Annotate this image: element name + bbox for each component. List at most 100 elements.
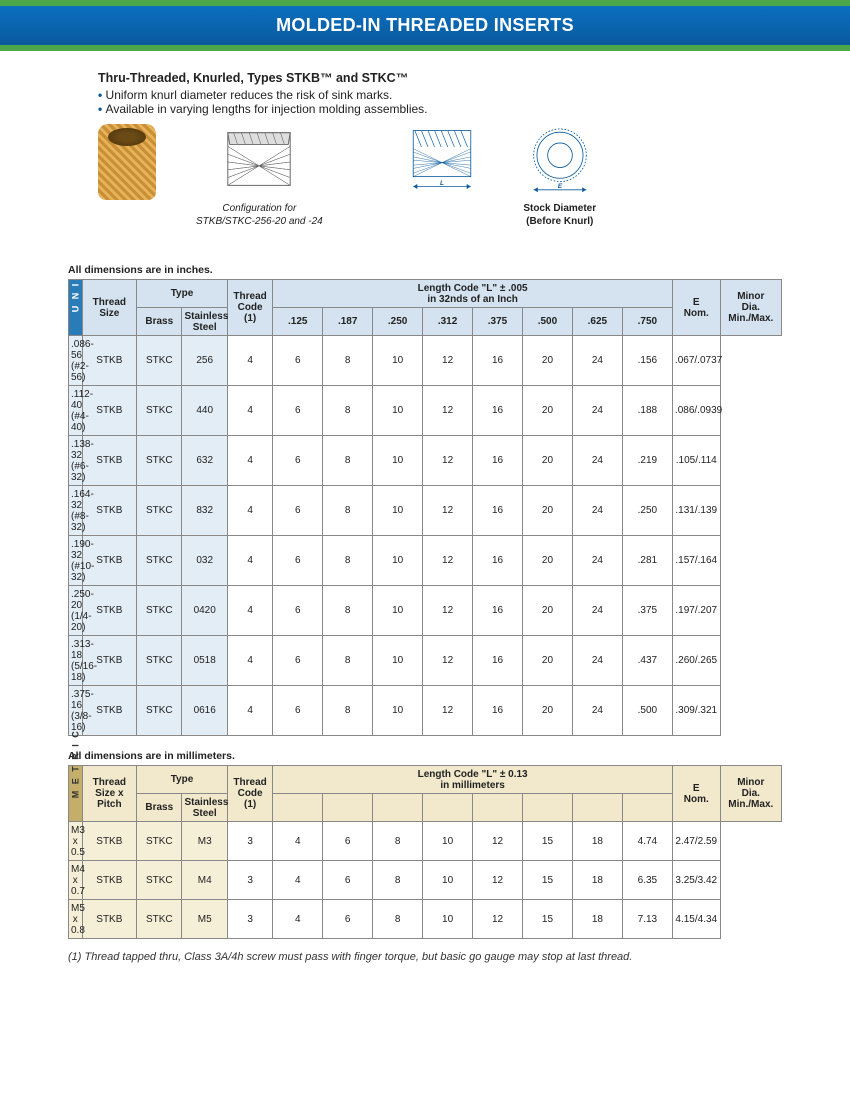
table-cell: 4 <box>273 861 323 900</box>
table-cell: 6 <box>273 686 323 736</box>
table-cell: 12 <box>423 486 473 536</box>
intro-block: Thru-Threaded, Knurled, Types STKB™ and … <box>0 51 850 250</box>
table-cell: 8 <box>323 386 373 436</box>
table-cell: 16 <box>473 386 523 436</box>
table-note-metric: All dimensions are in millimeters. <box>68 750 782 762</box>
table-cell: 16 <box>473 536 523 586</box>
table-cell: .156 <box>622 336 672 386</box>
table-cell: STKC <box>137 586 182 636</box>
th-len: .625 <box>572 308 622 336</box>
table-cell: 20 <box>522 686 572 736</box>
table-cell: M3 <box>182 822 227 861</box>
table-cell: 4 <box>227 336 272 386</box>
section-title: Thru-Threaded, Knurled, Types STKB™ and … <box>98 71 814 85</box>
th-e: E Nom. <box>672 766 720 822</box>
th-len: .187 <box>323 308 373 336</box>
th-brass: Brass <box>137 308 182 336</box>
table-cell: 6 <box>273 536 323 586</box>
table-cell: 10 <box>373 436 423 486</box>
table-cell: 10 <box>373 386 423 436</box>
table-cell: 3 <box>227 861 272 900</box>
table-cell: .131/.139 <box>672 486 720 536</box>
table-cell: 24 <box>572 436 622 486</box>
table-cell: 20 <box>522 536 572 586</box>
table-cell: 4 <box>273 822 323 861</box>
table-cell: 18 <box>572 861 622 900</box>
table-cell: 12 <box>423 586 473 636</box>
figure-caption: (Before Knurl) <box>521 215 599 228</box>
table-cell: .190-32 (#10-32) <box>69 536 83 586</box>
table-cell: 20 <box>522 386 572 436</box>
table-cell: 6 <box>273 636 323 686</box>
table-cell: 6.35 <box>622 861 672 900</box>
table-row: .190-32 (#10-32)STKBSTKC0324681012162024… <box>69 536 782 586</box>
table-cell: 20 <box>522 436 572 486</box>
table-cell: 440 <box>182 386 227 436</box>
table-cell: 10 <box>423 822 473 861</box>
th-thread-size: Thread Size x Pitch <box>82 766 136 822</box>
table-cell: 032 <box>182 536 227 586</box>
table-cell: 8 <box>373 822 423 861</box>
bullet-item: Available in varying lengths for injecti… <box>98 102 814 116</box>
table-cell: 6 <box>323 822 373 861</box>
table-cell: 10 <box>423 861 473 900</box>
table-cell: 10 <box>373 686 423 736</box>
table-cell: 12 <box>423 686 473 736</box>
metric-table: M E T R I C Thread Size x Pitch Type Thr… <box>68 765 782 939</box>
th-len <box>323 794 373 822</box>
table-cell: 15 <box>522 861 572 900</box>
table-cell: 10 <box>373 536 423 586</box>
th-len: .375 <box>473 308 523 336</box>
table-cell: 8 <box>323 536 373 586</box>
th-brass: Brass <box>137 794 182 822</box>
th-len <box>273 794 323 822</box>
table-cell: 10 <box>373 336 423 386</box>
table-cell: 12 <box>423 436 473 486</box>
table-row: .138-32 (#6-32)STKBSTKC6324681012162024.… <box>69 436 782 486</box>
table-cell: 10 <box>373 636 423 686</box>
table-cell: STKC <box>137 861 182 900</box>
table-cell: 6 <box>273 336 323 386</box>
th-len <box>423 794 473 822</box>
table-cell: .250-20 (1/4-20) <box>69 586 83 636</box>
table-cell: STKC <box>137 536 182 586</box>
table-row: .112-40 (#4-40)STKBSTKC4404681012162024.… <box>69 386 782 436</box>
footnote: (1) Thread tapped thru, Class 3A/4h scre… <box>68 951 782 963</box>
table-cell: 16 <box>473 336 523 386</box>
th-code: Thread Code (1) <box>227 766 272 822</box>
table-cell: 256 <box>182 336 227 386</box>
table-cell: M3 x 0.5 <box>69 822 83 861</box>
th-len: .125 <box>273 308 323 336</box>
table-row: M4 x 0.7STKBSTKCM43468101215186.353.25/3… <box>69 861 782 900</box>
table-cell: 24 <box>572 536 622 586</box>
table-cell: 3 <box>227 822 272 861</box>
table-cell: 20 <box>522 636 572 686</box>
table-cell: 832 <box>182 486 227 536</box>
table-cell: 6 <box>273 586 323 636</box>
th-ss: Stainless Steel <box>182 308 227 336</box>
table-cell: .250 <box>622 486 672 536</box>
table-cell: 8 <box>323 586 373 636</box>
table-cell: .375 <box>622 586 672 636</box>
table-row: .313-18 (5/16-18)STKBSTKC051846810121620… <box>69 636 782 686</box>
table-cell: 2.47/2.59 <box>672 822 720 861</box>
table-cell: 15 <box>522 822 572 861</box>
table-cell: 8 <box>323 636 373 686</box>
table-cell: .219 <box>622 436 672 486</box>
table-cell: 20 <box>522 486 572 536</box>
table-cell: 24 <box>572 336 622 386</box>
figure-side-drawing: L <box>403 124 481 228</box>
table-cell: STKB <box>82 822 136 861</box>
table-cell: 4 <box>227 486 272 536</box>
table-cell: 4 <box>227 536 272 586</box>
table-cell: .437 <box>622 636 672 686</box>
th-len: .312 <box>423 308 473 336</box>
table-cell: 16 <box>473 586 523 636</box>
table-cell: 18 <box>572 822 622 861</box>
table-cell: .086-56 (#2-56) <box>69 336 83 386</box>
table-cell: 20 <box>522 586 572 636</box>
svg-text:L: L <box>440 180 444 187</box>
table-cell: 12 <box>473 822 523 861</box>
table-cell: .188 <box>622 386 672 436</box>
table-cell: 12 <box>473 900 523 939</box>
